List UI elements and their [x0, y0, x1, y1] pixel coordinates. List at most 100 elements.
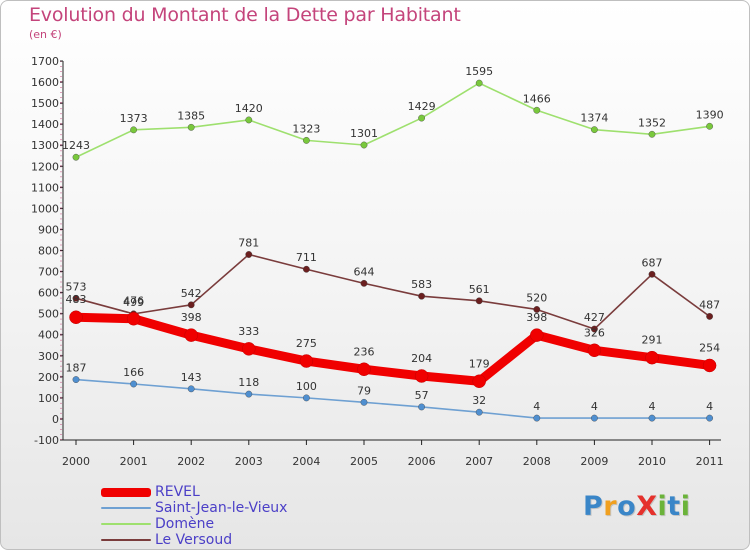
data-label: 1373: [120, 112, 148, 125]
data-point: [245, 251, 253, 258]
data-label: 326: [584, 326, 605, 339]
data-point: [360, 141, 368, 149]
x-tick-label: 2005: [350, 455, 378, 468]
data-label: 118: [238, 376, 259, 389]
data-label: 4: [591, 400, 598, 413]
data-point: [648, 270, 656, 278]
x-tick-label: 2011: [696, 455, 724, 468]
data-label: 1420: [235, 102, 263, 115]
x-tick-label: 2006: [408, 455, 436, 468]
data-label: 79: [357, 384, 371, 397]
data-label: 1390: [696, 108, 724, 121]
data-label: 427: [584, 311, 605, 324]
data-label: 100: [296, 380, 317, 393]
y-tick-label: 1100: [31, 181, 59, 194]
x-tick-label: 2010: [638, 455, 666, 468]
data-point: [591, 325, 598, 333]
legend-item: Saint-Jean-le-Vieux: [101, 500, 287, 516]
data-point: [187, 301, 195, 309]
data-label: 644: [354, 265, 375, 278]
data-label: 483: [66, 293, 87, 306]
data-label: 291: [642, 334, 663, 347]
series-line: [75, 253, 711, 330]
data-label: 236: [354, 345, 375, 358]
y-tick-label: 1300: [31, 139, 59, 152]
chart-title: Evolution du Montant de la Dette par Hab…: [29, 4, 461, 26]
data-point: [645, 350, 659, 365]
legend-swatch: [101, 523, 151, 525]
data-point: [706, 414, 713, 422]
legend-label: REVEL: [155, 484, 200, 500]
data-point: [357, 362, 371, 377]
data-point: [533, 414, 541, 422]
data-point: [69, 310, 83, 324]
x-tick-label: 2009: [580, 455, 608, 468]
series-line: [75, 378, 711, 419]
data-label: 333: [238, 325, 259, 338]
data-point: [130, 126, 138, 134]
data-label: 1466: [523, 92, 551, 105]
data-label: 1374: [580, 112, 608, 125]
data-point: [475, 297, 483, 305]
data-label: 1243: [62, 139, 90, 152]
data-label: 4: [706, 400, 713, 413]
data-label: 275: [296, 337, 317, 350]
data-label: 711: [296, 251, 317, 264]
data-point: [302, 136, 310, 144]
data-point: [245, 390, 253, 398]
data-label: 166: [123, 366, 144, 379]
x-tick-label: 2003: [235, 455, 263, 468]
data-label: 1323: [292, 122, 320, 135]
series-line: [71, 312, 715, 386]
data-point: [302, 265, 310, 273]
data-point: [187, 123, 195, 131]
data-label: 398: [181, 311, 202, 324]
y-tick-label: 1200: [31, 160, 59, 173]
data-point: [414, 369, 429, 383]
data-label: 57: [415, 389, 429, 402]
y-tick-label: 0: [52, 413, 59, 426]
data-label: 187: [66, 362, 87, 375]
y-tick-label: 100: [38, 392, 59, 405]
data-point: [418, 403, 425, 411]
y-tick-label: 1000: [31, 202, 59, 215]
y-tick-label: 900: [38, 223, 59, 236]
y-tick-label: 1400: [31, 118, 59, 131]
data-point: [72, 294, 80, 302]
data-label: 687: [642, 256, 663, 269]
data-point: [533, 106, 541, 114]
legend-swatch: [101, 507, 151, 509]
chart-legend: REVEL Saint-Jean-le-Vieux Domène Le Versoud: [101, 484, 287, 548]
y-tick-label: 800: [38, 245, 59, 258]
data-label: 499: [123, 296, 144, 309]
data-label: 542: [181, 287, 202, 300]
data-label: 1595: [465, 65, 493, 78]
data-point: [72, 376, 80, 383]
data-label: 254: [699, 341, 720, 354]
series-line: [75, 82, 711, 159]
data-point: [72, 153, 80, 161]
data-point: [130, 380, 138, 388]
data-point: [187, 385, 195, 393]
data-point: [530, 328, 544, 342]
data-point: [648, 130, 656, 138]
data-label: 398: [526, 311, 547, 324]
legend-swatch: [101, 487, 151, 497]
data-label: 476: [123, 295, 144, 308]
data-label: 4: [649, 400, 656, 413]
data-point: [245, 116, 253, 124]
data-label: 1429: [408, 100, 436, 113]
y-tick-label: 400: [38, 329, 59, 342]
data-label: 1301: [350, 127, 378, 140]
y-tick-label: 500: [38, 308, 59, 321]
x-tick-label: 2000: [62, 455, 90, 468]
legend-item: REVEL: [101, 484, 287, 500]
y-tick-label: 1600: [31, 76, 59, 89]
chart-unit-label: (en €): [29, 28, 62, 41]
data-label: 143: [181, 371, 202, 384]
data-point: [587, 343, 602, 358]
data-point: [299, 354, 314, 368]
x-tick-label: 2004: [292, 455, 320, 468]
x-tick-label: 2001: [120, 455, 148, 468]
